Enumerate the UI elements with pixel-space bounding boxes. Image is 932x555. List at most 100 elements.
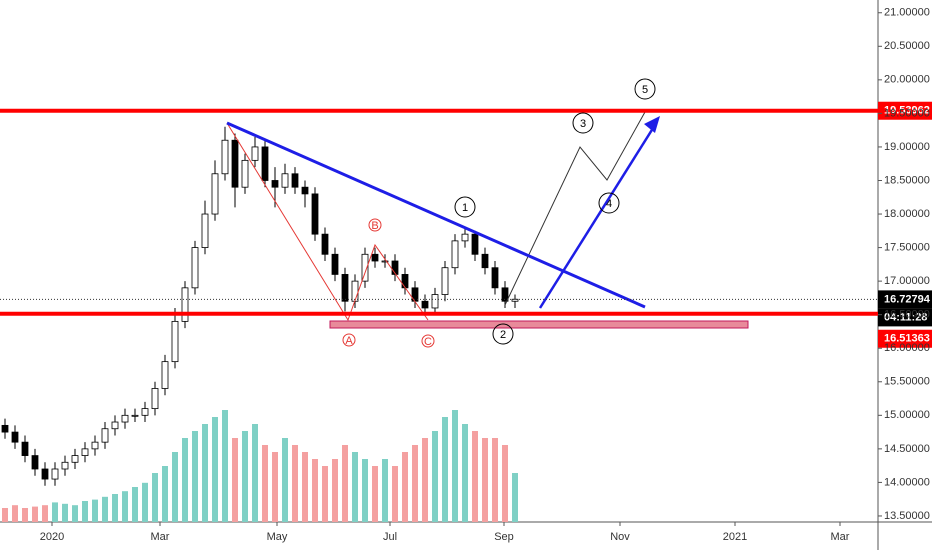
volume-bar xyxy=(82,501,88,522)
level-label-box xyxy=(878,101,932,120)
volume-bar xyxy=(102,496,108,522)
volume-bar xyxy=(502,445,508,522)
wave-label: B xyxy=(371,220,378,232)
x-tick-label: May xyxy=(267,531,288,543)
volume-layer xyxy=(2,410,518,522)
candle-body xyxy=(41,468,49,480)
volume-bar xyxy=(512,473,518,522)
volume-bar xyxy=(212,417,218,522)
volume-bar xyxy=(362,459,368,522)
wave-circle xyxy=(368,218,382,232)
x-tick-label: Nov xyxy=(610,531,630,543)
candle-body xyxy=(371,253,379,262)
volume-bar xyxy=(302,452,308,522)
volume-bar xyxy=(2,508,8,522)
volume-bar xyxy=(322,466,328,522)
candle-body xyxy=(281,173,289,188)
candle-body xyxy=(171,320,179,363)
impulse-wave xyxy=(504,111,646,306)
candle-body xyxy=(501,287,509,302)
candle-body xyxy=(481,253,489,269)
volume-bar xyxy=(62,503,68,522)
candle-body xyxy=(451,240,459,269)
wave-label: A xyxy=(345,335,353,347)
y-tick-label: 15.00000 xyxy=(884,409,930,421)
volume-bar xyxy=(402,452,408,522)
wave-label: 1 xyxy=(462,202,468,214)
volume-bar xyxy=(312,459,318,522)
volume-bar xyxy=(332,459,338,522)
candle-layer xyxy=(1,126,519,486)
candle-body xyxy=(211,173,219,215)
volume-bar xyxy=(32,506,38,522)
candle-body xyxy=(251,146,259,161)
candle-body xyxy=(421,300,429,309)
candle-body xyxy=(241,159,249,188)
volume-bar xyxy=(442,417,448,522)
candle-body xyxy=(31,455,39,470)
candle-body xyxy=(461,233,469,242)
candle-body xyxy=(301,186,309,195)
wave-circle xyxy=(454,196,476,218)
volume-bar xyxy=(462,424,468,522)
wave-circle xyxy=(634,78,656,100)
y-tick-label: 15.50000 xyxy=(884,376,930,388)
wave-label: C xyxy=(424,336,432,348)
candle-body xyxy=(321,233,329,255)
volume-bar xyxy=(142,482,148,522)
volume-bar xyxy=(202,424,208,522)
candle-body xyxy=(491,267,499,289)
volume-bar xyxy=(22,508,28,522)
candle-body xyxy=(111,421,119,430)
volume-bar xyxy=(112,494,118,522)
drawings xyxy=(226,111,749,329)
y-tick-label: 17.00000 xyxy=(884,275,930,287)
volume-bar xyxy=(242,431,248,522)
volume-bar xyxy=(272,452,278,522)
candle-body xyxy=(511,298,519,302)
abc-wave xyxy=(226,122,429,322)
volume-bar xyxy=(92,499,98,522)
countdown-label: 04:11:28 xyxy=(884,311,927,323)
candle-body xyxy=(471,233,479,255)
y-tick-label: 16.00000 xyxy=(884,342,930,354)
candle-body xyxy=(91,441,99,450)
x-tick-label: Mar xyxy=(831,531,850,543)
x-tick-label: 2020 xyxy=(40,531,64,543)
volume-bar xyxy=(12,505,18,522)
volume-bar xyxy=(452,410,458,522)
volume-bar xyxy=(72,505,78,522)
candle-body xyxy=(231,139,239,188)
arrow-head xyxy=(644,116,660,133)
volume-bar xyxy=(432,431,438,522)
volume-bar xyxy=(182,438,188,522)
candle-body xyxy=(381,260,389,263)
candle-body xyxy=(11,431,19,443)
volume-bar xyxy=(492,438,498,522)
candle-body xyxy=(361,253,369,282)
overlay: 19.53962 16.72794 04:11:28 16.51363 A B C 1 2 3 4 5 xyxy=(0,78,932,348)
candle-body xyxy=(341,274,349,302)
x-tick-label: Sep xyxy=(494,531,514,543)
volume-bar xyxy=(192,431,198,522)
wave-circle xyxy=(572,112,594,134)
candle-body xyxy=(131,414,139,417)
y-tick-label: 18.50000 xyxy=(884,174,930,186)
volume-bar xyxy=(382,459,388,522)
wave-label: 2 xyxy=(500,329,506,341)
candle-body xyxy=(71,455,79,463)
candle-body xyxy=(331,253,339,275)
level-label: 16.51363 xyxy=(884,333,930,345)
candle-body xyxy=(261,146,269,181)
y-tick-label: 17.50000 xyxy=(884,241,930,253)
candle-body xyxy=(221,139,229,175)
y-tick-label: 21.00000 xyxy=(884,7,930,19)
candle-body xyxy=(151,388,159,410)
candle-body xyxy=(161,361,169,389)
candle-body xyxy=(311,193,319,235)
level-label: 19.53962 xyxy=(884,105,930,117)
volume-bar xyxy=(252,424,258,522)
candle-body xyxy=(61,461,69,470)
candle-body xyxy=(81,448,89,456)
